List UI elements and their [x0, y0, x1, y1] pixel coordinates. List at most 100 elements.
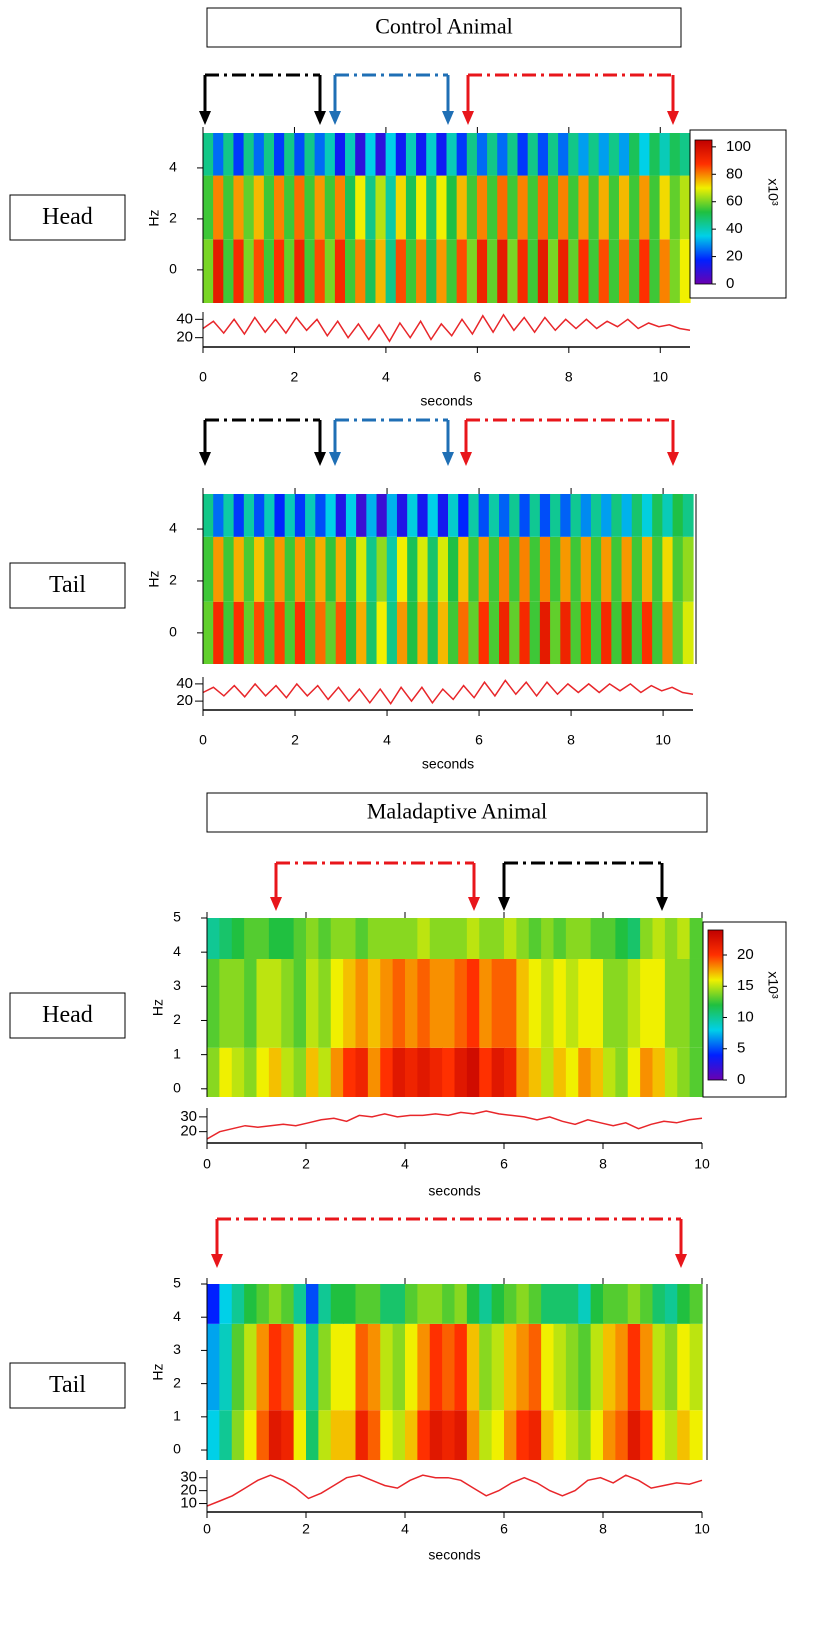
heatmap-cell — [442, 958, 456, 1048]
heatmap-cell — [615, 1323, 629, 1411]
heatmap-cell — [578, 133, 590, 176]
heatmap-cell — [454, 1323, 468, 1411]
heatmap-cell — [437, 601, 449, 664]
heatmap-cell — [281, 958, 295, 1048]
heatmap-cell — [601, 494, 612, 537]
heatmap-cell — [608, 133, 620, 176]
heatmap-cell — [416, 133, 427, 176]
y-tick-label: 4 — [169, 159, 177, 175]
heatmap-cell — [392, 918, 406, 959]
heatmap-cell — [519, 494, 531, 537]
heatmap-cell — [233, 601, 245, 664]
heatmap-cell — [528, 1410, 542, 1460]
heatmap-cell — [407, 601, 418, 664]
y-axis-label: Hz — [150, 999, 166, 1016]
heatmap-cell — [223, 239, 235, 303]
heatmap-cell — [528, 1047, 542, 1097]
heatmap-cell — [679, 175, 691, 240]
heatmap-cell — [294, 494, 306, 537]
heatmap-cell — [315, 601, 327, 664]
heatmap-cell — [558, 133, 569, 176]
heatmap-cell — [306, 958, 319, 1048]
heatmap-cell — [268, 1284, 282, 1324]
heatmap-cell — [664, 1410, 678, 1460]
heatmap-cell — [547, 239, 559, 303]
heatmap-cell — [639, 239, 651, 303]
heatmap-cell — [565, 918, 579, 959]
heatmap-cell — [631, 494, 643, 537]
heatmap-cell — [603, 1410, 616, 1460]
heatmap-cell — [590, 536, 602, 602]
x-tick-label: 0 — [199, 369, 207, 385]
x-tick-label: 4 — [401, 1156, 409, 1172]
heatmap-cell — [264, 536, 276, 602]
heatmap-cell — [527, 133, 539, 176]
heatmap-cell — [588, 239, 600, 303]
heatmap-cell — [375, 239, 387, 303]
heatmap-cell — [615, 1047, 629, 1097]
heatmap-cell — [294, 239, 306, 303]
heatmap-cell — [608, 175, 620, 240]
heatmap-cell — [223, 175, 235, 240]
heatmap-cell — [243, 133, 255, 176]
x-tick-label: 10 — [694, 1156, 710, 1172]
heatmap-cell — [550, 494, 561, 537]
arrow-head — [460, 452, 472, 466]
heatmap-cell — [315, 536, 327, 602]
heatmap-cell — [417, 494, 429, 537]
heatmap-cell — [396, 494, 408, 537]
x-tick-label: 8 — [599, 1521, 607, 1537]
heatmap-cell — [541, 958, 555, 1048]
title-box — [206, 792, 708, 833]
heatmap-cell — [588, 133, 600, 176]
heatmap-cell — [294, 536, 306, 602]
heatmap-cell — [407, 494, 418, 537]
heatmap-cell — [426, 239, 437, 303]
heatmap-cell — [293, 1323, 307, 1411]
x-tick-label: 10 — [655, 732, 671, 748]
heatmap-cell — [256, 1323, 270, 1411]
heatmap-cell — [365, 133, 377, 176]
heatmap-cell — [219, 1323, 233, 1411]
row-label: Head — [42, 1002, 93, 1028]
heatmap-cell — [429, 1284, 443, 1324]
heatmap-cell — [491, 1410, 505, 1460]
heatmap-cell — [274, 133, 285, 176]
x-tick-label: 4 — [383, 732, 391, 748]
arrow-head — [462, 111, 474, 125]
heatmap-cell — [627, 918, 641, 959]
heatmap-cell — [407, 536, 418, 602]
heatmap-cell — [603, 918, 616, 959]
colorbar-label: x10³ — [765, 178, 781, 206]
heatmap-cell — [318, 1323, 332, 1411]
heatmap-cell — [528, 918, 542, 959]
heatmap-cell — [254, 536, 265, 602]
heatmap-cell — [677, 1410, 691, 1460]
heatmap-cell — [478, 494, 490, 537]
y-tick-label: 2 — [169, 572, 177, 588]
heatmap-cell — [233, 133, 245, 176]
heatmap-cell — [519, 536, 531, 602]
heatmap-cell — [590, 1047, 604, 1097]
y-axis-label: Hz — [146, 209, 162, 226]
heatmap-cell — [244, 1410, 258, 1460]
heatmap-cell — [203, 133, 214, 176]
heatmap-cell — [293, 958, 307, 1048]
heatmap-cell — [392, 1410, 406, 1460]
heatmap-cell — [293, 1410, 307, 1460]
heatmap-cell — [689, 1410, 703, 1460]
heatmap-cell — [590, 601, 602, 664]
x-tick-label: 2 — [291, 732, 299, 748]
heatmap-cell — [516, 1284, 530, 1324]
heatmap-cell — [446, 175, 458, 240]
heatmap-cell — [689, 918, 703, 959]
heatmap-cell — [598, 175, 610, 240]
heatmap-cell — [429, 1047, 443, 1097]
row-label-box — [9, 992, 126, 1039]
x-tick-label: 2 — [302, 1521, 310, 1537]
heatmap-cell — [664, 958, 678, 1048]
heatmap-cell — [516, 958, 530, 1048]
heatmap-cell — [367, 958, 381, 1048]
heatmap-cell — [281, 1047, 295, 1097]
heatmap-cell — [427, 494, 439, 537]
